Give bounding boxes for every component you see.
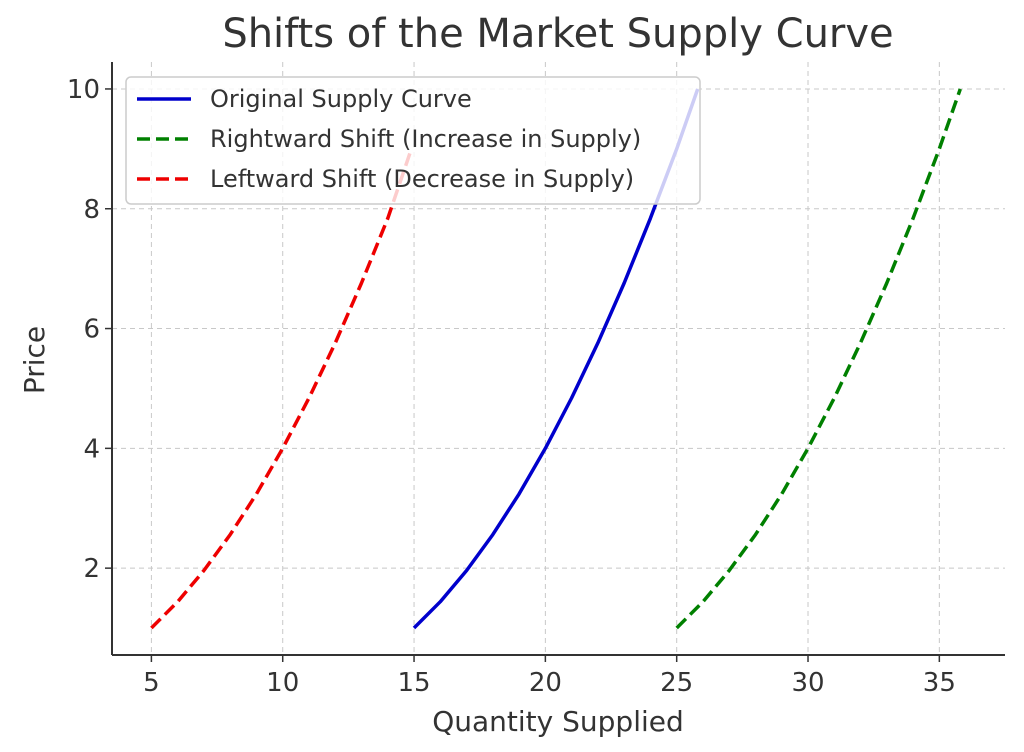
- x-tick-label: 15: [397, 668, 430, 698]
- x-tick-label: 35: [923, 668, 956, 698]
- y-tick-label: 10: [67, 75, 100, 105]
- series-line-1: [412, 88, 700, 630]
- axes: [111, 62, 1005, 656]
- y-tick-label: 4: [83, 434, 100, 464]
- legend-box: [125, 76, 701, 205]
- legend-label-2: Rightward Shift (Increase in Supply): [210, 125, 641, 153]
- x-axis-label: Quantity Supplied: [432, 705, 684, 738]
- series-line-3: [150, 148, 414, 630]
- chart-title: Shifts of the Market Supply Curve: [222, 11, 893, 57]
- series-line-2: [675, 88, 962, 630]
- x-tick-label: 20: [529, 668, 562, 698]
- series-lines: [150, 88, 962, 630]
- y-tick-label: 6: [83, 315, 100, 345]
- legend-label-1: Original Supply Curve: [210, 85, 472, 113]
- x-tick-label: 25: [660, 668, 693, 698]
- legend-label-3: Leftward Shift (Decrease in Supply): [210, 165, 634, 193]
- x-tick-label: 30: [791, 668, 824, 698]
- legend: Original Supply Curve Rightward Shift (In…: [125, 76, 701, 205]
- tick-labels: 5 10 15 20 25 30 35 2 4 6 8 10: [67, 75, 956, 698]
- y-axis-label: Price: [18, 326, 51, 394]
- x-tick-label: 10: [266, 668, 299, 698]
- y-tick-label: 8: [83, 195, 100, 225]
- y-tick-label: 2: [83, 554, 100, 584]
- x-tick-label: 5: [143, 668, 160, 698]
